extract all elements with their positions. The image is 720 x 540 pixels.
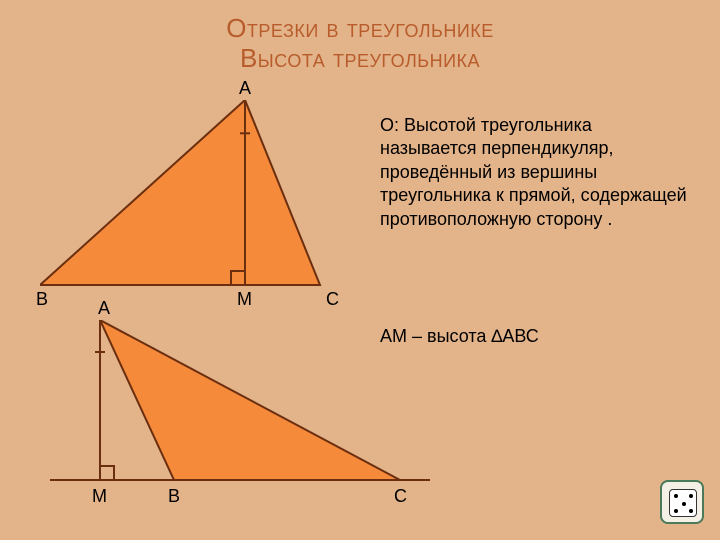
- dice-icon: [660, 480, 704, 524]
- label-a-1: А: [239, 78, 251, 99]
- triangle-abc-2: [100, 320, 400, 480]
- label-a-2: А: [98, 298, 110, 319]
- label-m-2: М: [92, 486, 107, 507]
- right-angle-marker-2: [100, 466, 114, 480]
- triangle-abc-1: [40, 100, 320, 285]
- label-b-1: В: [36, 289, 48, 310]
- figure-1: [40, 100, 340, 310]
- definition-text: О: Высотой треугольника называется перпе…: [380, 114, 690, 231]
- figure-2: [50, 320, 450, 510]
- label-c-1: С: [326, 289, 339, 310]
- title-line2: Высота треугольника: [0, 44, 720, 74]
- page-title: Отрезки в треугольнике Высота треугольни…: [0, 0, 720, 74]
- title-line1: Отрезки в треугольнике: [0, 14, 720, 44]
- label-m-1: М: [237, 289, 252, 310]
- label-b-2: В: [168, 486, 180, 507]
- label-c-2: С: [394, 486, 407, 507]
